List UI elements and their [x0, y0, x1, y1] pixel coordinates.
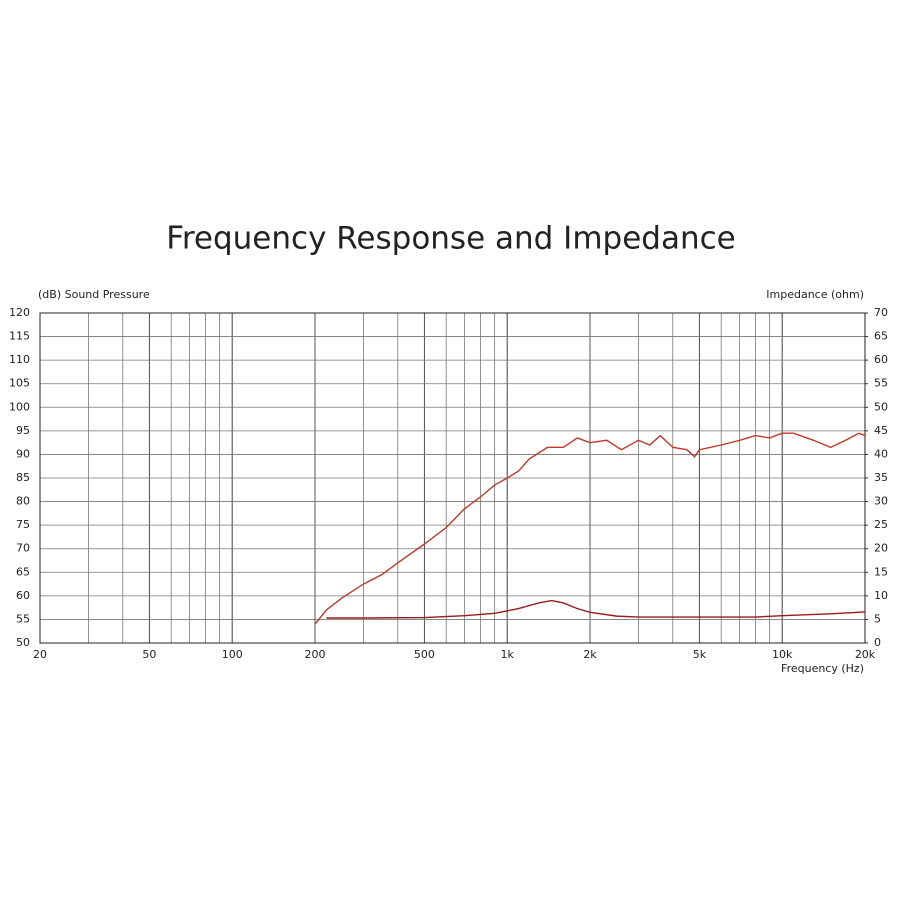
- x-tick-label: 200: [305, 648, 326, 661]
- y2-tick-label: 65: [874, 330, 888, 343]
- y2-tick-label: 15: [874, 565, 888, 578]
- y-tick-label: 75: [16, 518, 30, 531]
- series-line: [314, 432, 866, 625]
- x-tick-label: 10k: [772, 648, 793, 661]
- x-tick-label: 5k: [693, 648, 707, 661]
- chart-title: Frequency Response and Impedance: [166, 221, 735, 257]
- y2-tick-label: 45: [874, 424, 888, 437]
- y2-tick-label: 55: [874, 377, 888, 390]
- y-tick-label: 110: [9, 353, 30, 366]
- x-tick-label: 50: [142, 648, 156, 661]
- x-tick-label: 100: [222, 648, 243, 661]
- y2-tick-label: 50: [874, 400, 888, 413]
- y2-tick-label: 20: [874, 542, 888, 555]
- y2-tick-label: 10: [874, 589, 888, 602]
- y-tick-label: 65: [16, 565, 30, 578]
- y-tick-label: 120: [9, 306, 30, 319]
- y2-tick-label: 5: [874, 612, 881, 625]
- y-tick-label: 90: [16, 447, 30, 460]
- x-axis-label: Frequency (Hz): [781, 662, 864, 675]
- y-axis-label: (dB) Sound Pressure: [38, 288, 150, 301]
- y-tick-label: 80: [16, 495, 30, 508]
- y2-axis-label: Impedance (ohm): [766, 288, 864, 301]
- y-tick-label: 100: [9, 400, 30, 413]
- y2-tick-label: 25: [874, 518, 888, 531]
- y-tick-label: 60: [16, 589, 30, 602]
- y-tick-label: 70: [16, 542, 30, 555]
- x-tick-label: 1k: [501, 648, 515, 661]
- y2-tick-label: 30: [874, 495, 888, 508]
- y-tick-label: 95: [16, 424, 30, 437]
- y-tick-label: 105: [9, 377, 30, 390]
- y-tick-label: 50: [16, 636, 30, 649]
- y2-tick-label: 0: [874, 636, 881, 649]
- y2-tick-label: 35: [874, 471, 888, 484]
- y-tick-label: 85: [16, 471, 30, 484]
- y2-tick-label: 40: [874, 447, 888, 460]
- y-tick-label: 55: [16, 612, 30, 625]
- y2-tick-label: 70: [874, 306, 888, 319]
- x-tick-label: 20k: [855, 648, 876, 661]
- series-line: [326, 599, 866, 619]
- plot-border: [39, 312, 866, 644]
- y-tick-label: 115: [9, 330, 30, 343]
- x-tick-label: 500: [414, 648, 435, 661]
- y2-tick-label: 60: [874, 353, 888, 366]
- x-tick-label: 20: [33, 648, 47, 661]
- x-tick-label: 2k: [583, 648, 597, 661]
